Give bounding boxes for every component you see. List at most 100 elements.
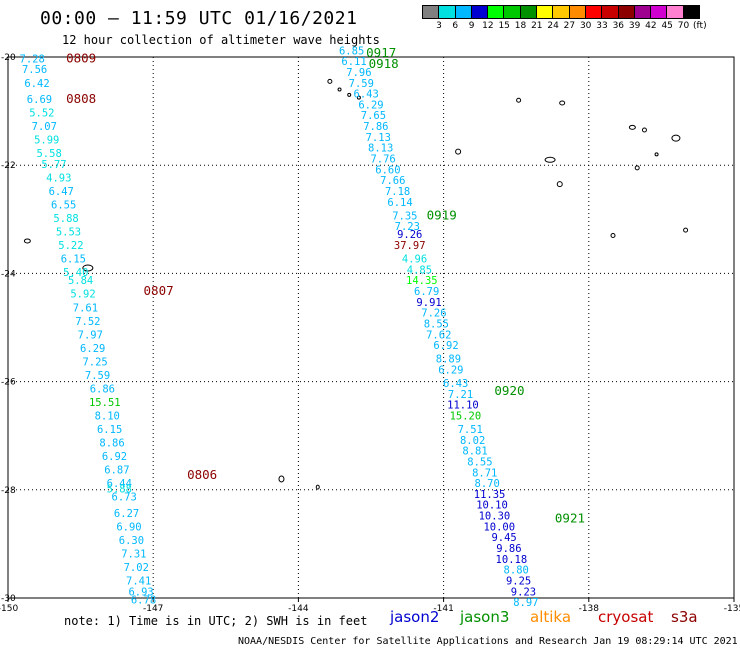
island-outline — [610, 233, 616, 239]
pass-label: 0917 — [366, 45, 396, 60]
swh-value-jason3: 8.80 — [504, 565, 529, 577]
swh-value-s3a: 5.88 — [53, 213, 78, 225]
swh-value-s3a: 6.90 — [116, 521, 141, 533]
swh-value-s3a: 7.52 — [75, 316, 100, 328]
swh-value-jason3: 7.96 — [346, 67, 371, 79]
y-tick-label: -22 — [1, 161, 16, 171]
swh-value-s3a: 6.78 — [131, 594, 156, 606]
swh-value-jason3: 9.45 — [491, 532, 516, 544]
swh-value-s3a: 5.40 — [63, 267, 88, 279]
swh-value-jason3: 6.92 — [433, 340, 458, 352]
y-tick-label: -30 — [1, 594, 16, 604]
swh-value-jason3: 6.79 — [414, 286, 439, 298]
x-tick-label: -141 — [433, 604, 453, 614]
island-outline — [82, 264, 94, 272]
swh-colorbar — [422, 5, 701, 19]
swh-value-jason3: 6.43 — [354, 89, 379, 101]
credit-text: NOAA/NESDIS Center for Satellite Applica… — [238, 636, 738, 647]
swh-value-s3a: 5.88 — [107, 484, 132, 496]
swh-value-s3a: 7.61 — [73, 302, 98, 314]
y-tick-label: -24 — [1, 269, 16, 279]
swh-value-s3a: 7.56 — [22, 64, 47, 76]
island-outline — [347, 92, 352, 97]
map-border — [7, 56, 735, 599]
island-outline — [683, 227, 689, 233]
pass-label: 0809 — [66, 50, 96, 65]
page-subtitle: 12 hour collection of altimeter wave hei… — [62, 33, 380, 47]
island-outline — [671, 134, 681, 142]
pass-label: 0920 — [494, 383, 524, 398]
swh-value-s3a: 7.97 — [78, 329, 103, 341]
island-outline — [455, 148, 462, 155]
island-outline — [315, 484, 320, 490]
swh-value-jason3: 9.25 — [506, 575, 531, 587]
swh-value-jason3: 8.02 — [460, 435, 485, 447]
y-tick-label: -28 — [1, 486, 16, 496]
colorbar-label: 9 — [468, 21, 475, 31]
swh-value-jason3: 7.66 — [380, 175, 405, 187]
swh-value-jason3: 9.91 — [416, 297, 441, 309]
colorbar-label: 18 — [514, 21, 527, 31]
axis-ticks: -150 -147 -144 -141 -138 -135 -20 -22 -24 -26 -28 -… — [0, 53, 740, 614]
x-tick-label: -147 — [143, 604, 163, 614]
swh-value-s3a: 6.44 — [107, 478, 132, 490]
x-tick-label: -138 — [579, 604, 600, 614]
colorbar-label: 12 — [482, 21, 494, 31]
swh-value-s3a: 6.47 — [49, 186, 74, 198]
swh-value-jason3: 7.21 — [448, 389, 473, 401]
swh-value-jason3: 10.18 — [496, 554, 528, 566]
legend-jason2: jason2 — [390, 608, 440, 626]
colorbar-label: 39 — [628, 21, 641, 31]
island-outline — [23, 238, 31, 244]
note-text: note: 1) Time is in UTC; 2) SWH is in fe… — [64, 614, 368, 628]
colorbar-label: 70 — [677, 21, 690, 31]
swh-value-jason3: 7.65 — [361, 110, 386, 122]
swh-value-jason3: 8.13 — [368, 143, 393, 155]
swh-value-s3a: 8.86 — [99, 438, 124, 450]
swh-value-s3a: 7.25 — [82, 356, 107, 368]
colorbar-label: 6 — [452, 21, 459, 31]
swh-value-jason3: 9.86 — [496, 543, 521, 555]
swh-value-s3a: 6.93 — [128, 586, 153, 598]
colorbar-label: 27 — [563, 21, 576, 31]
page-title: 00:00 – 11:59 UTC 01/16/2021 — [40, 8, 358, 29]
swh-value-s3a: 6.92 — [102, 451, 127, 463]
swh-value-jason3: 6.11 — [341, 56, 366, 68]
pass-label: 0807 — [144, 283, 174, 298]
colorbar-labels: 3 6 9 12 15 18 21 24 27 30 33 36 39 42 45 70 (ft) — [422, 21, 740, 33]
colorbar-label: 21 — [531, 21, 543, 31]
swh-value-jason3: 7.26 — [421, 308, 446, 320]
colorbar-swatch — [682, 5, 701, 19]
island-outline — [559, 100, 566, 106]
island-outline — [516, 97, 522, 103]
x-tick-label: -144 — [288, 604, 309, 614]
swh-value-jason3: 9.23 — [511, 586, 536, 598]
swh-value-jason3: 4.85 — [407, 264, 432, 276]
swh-value-s3a: 6.15 — [97, 424, 122, 436]
swh-value-jason3: 14.35 — [406, 275, 438, 287]
island-outlines — [23, 78, 689, 490]
swh-value-jason3: 8.55 — [467, 456, 492, 468]
swh-value-jason3: 10.10 — [476, 500, 508, 512]
pass-label: 0918 — [369, 56, 399, 71]
pass-label: 0806 — [187, 467, 217, 482]
swh-value-jason3: 6.85 — [339, 45, 364, 57]
swh-value-s3a: 6.30 — [119, 535, 144, 547]
swh-value-jason3: 11.35 — [474, 489, 506, 501]
swh-value-s3a: 7.31 — [121, 548, 146, 560]
colorbar-label: 42 — [645, 21, 657, 31]
island-outline — [327, 78, 333, 84]
swh-value-jason3: 11.10 — [447, 400, 479, 412]
swh-value-jason3: 7.51 — [458, 424, 483, 436]
swh-value-s3a: 5.58 — [36, 148, 61, 160]
swh-value-s3a: 8.10 — [95, 410, 120, 422]
swh-value-s3a: 6.69 — [27, 94, 52, 106]
y-tick-label: -20 — [1, 53, 16, 63]
swh-value-s3a: 5.53 — [56, 227, 81, 239]
swh-value-jason3: 6.14 — [387, 197, 412, 209]
swh-value-jason3: 10.00 — [483, 521, 515, 533]
swh-value-s3a: 6.29 — [80, 343, 105, 355]
x-tick-label: -135 — [724, 604, 740, 614]
swh-value-jason3: 7.62 — [426, 329, 451, 341]
colorbar-label: 24 — [547, 21, 559, 31]
